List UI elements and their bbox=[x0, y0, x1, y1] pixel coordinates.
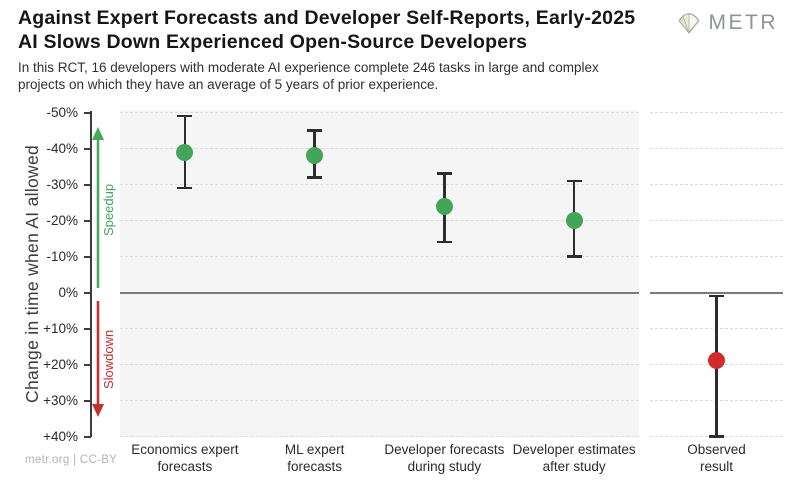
error-bar-cap-lower bbox=[436, 240, 452, 244]
metr-logo: METR bbox=[676, 10, 779, 36]
chart-subtitle: In this RCT, 16 developers with moderate… bbox=[18, 60, 599, 93]
y-tick-label: -10% bbox=[46, 248, 78, 264]
x-category-label: Observed result bbox=[642, 442, 792, 475]
title-line-2: AI Slows Down Experienced Open-Source De… bbox=[18, 30, 528, 53]
attribution: metr.org | CC-BY bbox=[25, 454, 118, 466]
title-line-1: Against Expert Forecasts and Developer S… bbox=[18, 7, 636, 29]
y-axis-line bbox=[90, 111, 92, 437]
grid-line bbox=[120, 436, 639, 437]
x-category-label: Developer forecasts during study bbox=[369, 442, 519, 475]
y-tick-label: -50% bbox=[46, 104, 78, 120]
y-tick-label: +40% bbox=[43, 428, 78, 444]
x-category-label-line: forecasts bbox=[287, 458, 343, 474]
y-tick-mark bbox=[84, 255, 91, 258]
zero-line bbox=[650, 291, 783, 294]
y-tick-mark bbox=[84, 363, 91, 366]
error-bar-cap-upper bbox=[566, 179, 582, 183]
grid-line bbox=[120, 112, 639, 113]
subtitle-line-2: projects on which they have an average o… bbox=[18, 76, 439, 92]
x-category-label-line: Observed bbox=[687, 442, 746, 457]
data-point-dot bbox=[708, 352, 725, 370]
error-bar-cap-upper bbox=[307, 129, 323, 132]
grid-line bbox=[650, 220, 783, 221]
error-bar-cap-lower bbox=[177, 186, 193, 190]
x-category-label-line: result bbox=[699, 458, 733, 474]
metr-gem-icon bbox=[676, 10, 702, 36]
grid-line bbox=[120, 148, 639, 149]
x-category-label-line: Economics expert bbox=[131, 442, 239, 457]
data-point-dot bbox=[565, 212, 583, 229]
subtitle-line-1: In this RCT, 16 developers with moderate… bbox=[18, 60, 599, 75]
y-tick-mark bbox=[84, 219, 91, 222]
x-category-label-line: after study bbox=[542, 458, 606, 474]
error-bar-cap-upper bbox=[709, 294, 724, 298]
x-category-label-line: forecasts bbox=[157, 458, 213, 474]
error-bar-cap-lower bbox=[566, 255, 582, 258]
slowdown-annotation: Slowdown bbox=[101, 329, 116, 389]
grid-line bbox=[650, 148, 783, 149]
forecast-panel bbox=[120, 110, 639, 437]
x-category-label: Economics expert forecasts bbox=[110, 442, 260, 475]
grid-line bbox=[120, 220, 639, 221]
x-category-label: ML expert forecasts bbox=[240, 442, 390, 475]
x-category-label: Developer estimates after study bbox=[499, 442, 649, 475]
y-tick-label: +30% bbox=[43, 392, 78, 408]
y-tick-mark bbox=[84, 291, 91, 294]
slowdown-arrow-icon bbox=[91, 301, 105, 422]
y-tick-mark bbox=[84, 183, 91, 186]
y-tick-label: +20% bbox=[43, 356, 78, 372]
speedup-arrow-icon bbox=[91, 127, 105, 294]
error-bar-cap-lower bbox=[709, 435, 724, 438]
error-bar-cap-upper bbox=[436, 172, 452, 175]
data-point-dot bbox=[176, 143, 194, 161]
grid-line bbox=[120, 364, 639, 365]
y-tick-label: +10% bbox=[43, 320, 78, 336]
x-category-label-line: during study bbox=[407, 458, 482, 474]
error-bar-cap-upper bbox=[177, 114, 193, 118]
grid-line bbox=[650, 184, 783, 185]
y-axis-title: Change in time when AI allowed bbox=[22, 144, 42, 403]
speedup-annotation: Speedup bbox=[101, 183, 116, 237]
y-tick-mark bbox=[84, 327, 91, 330]
zero-line bbox=[120, 291, 639, 294]
y-tick-label: 0% bbox=[58, 284, 78, 300]
metr-wordmark: METR bbox=[708, 11, 778, 34]
x-category-label-line: ML expert bbox=[284, 442, 345, 457]
x-category-label-line: Developer estimates bbox=[512, 442, 636, 457]
x-category-label-line: Developer forecasts bbox=[384, 442, 505, 457]
data-point-dot bbox=[306, 147, 324, 165]
grid-line bbox=[120, 184, 639, 185]
grid-line bbox=[120, 400, 639, 401]
grid-line bbox=[120, 328, 639, 329]
page-title: Against Expert Forecasts and Developer S… bbox=[18, 7, 635, 54]
grid-line bbox=[650, 256, 783, 257]
y-tick-mark bbox=[84, 111, 91, 114]
y-tick-mark bbox=[84, 399, 91, 402]
y-tick-label: -40% bbox=[46, 140, 78, 156]
y-tick-label: -30% bbox=[46, 176, 78, 192]
y-tick-mark bbox=[84, 147, 91, 150]
error-bar-cap-lower bbox=[307, 176, 323, 179]
y-tick-label: -20% bbox=[46, 212, 78, 228]
y-tick-mark bbox=[84, 435, 91, 438]
data-point-dot bbox=[435, 197, 453, 215]
grid-line bbox=[120, 256, 639, 257]
grid-line bbox=[650, 112, 783, 113]
